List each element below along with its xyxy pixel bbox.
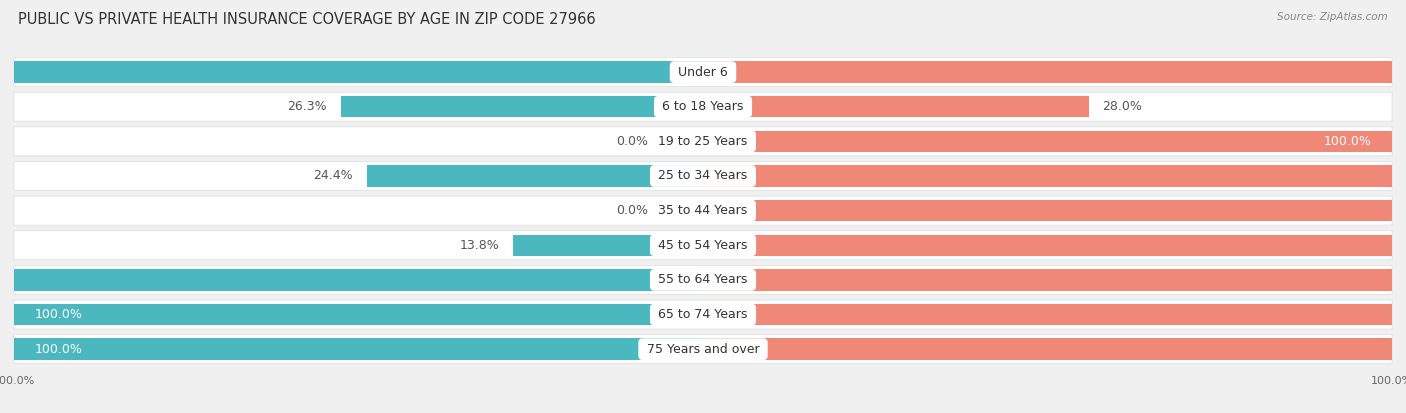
FancyBboxPatch shape	[703, 269, 1406, 291]
Text: 35 to 44 Years: 35 to 44 Years	[654, 204, 752, 217]
FancyBboxPatch shape	[662, 200, 703, 221]
Text: 0.0%: 0.0%	[616, 204, 648, 217]
Text: 24.4%: 24.4%	[314, 169, 353, 183]
Text: 26.3%: 26.3%	[287, 100, 326, 113]
Text: 55 to 64 Years: 55 to 64 Years	[654, 273, 752, 286]
FancyBboxPatch shape	[703, 235, 1406, 256]
FancyBboxPatch shape	[14, 335, 1392, 364]
Text: 75 Years and over: 75 Years and over	[643, 343, 763, 356]
Text: 28.0%: 28.0%	[1102, 100, 1143, 113]
FancyBboxPatch shape	[14, 92, 1392, 121]
FancyBboxPatch shape	[703, 96, 1088, 117]
FancyBboxPatch shape	[703, 131, 1406, 152]
FancyBboxPatch shape	[703, 200, 1406, 221]
Text: 0.0%: 0.0%	[616, 135, 648, 148]
Text: 6 to 18 Years: 6 to 18 Years	[658, 100, 748, 113]
FancyBboxPatch shape	[0, 304, 703, 325]
FancyBboxPatch shape	[340, 96, 703, 117]
Text: PUBLIC VS PRIVATE HEALTH INSURANCE COVERAGE BY AGE IN ZIP CODE 27966: PUBLIC VS PRIVATE HEALTH INSURANCE COVER…	[18, 12, 596, 27]
FancyBboxPatch shape	[14, 161, 1392, 190]
FancyBboxPatch shape	[703, 62, 1406, 83]
Text: 45 to 54 Years: 45 to 54 Years	[654, 239, 752, 252]
FancyBboxPatch shape	[703, 304, 1406, 325]
FancyBboxPatch shape	[14, 57, 1392, 87]
Text: 100.0%: 100.0%	[35, 343, 83, 356]
Text: 100.0%: 100.0%	[1323, 135, 1371, 148]
Text: 25 to 34 Years: 25 to 34 Years	[654, 169, 752, 183]
Text: 65 to 74 Years: 65 to 74 Years	[654, 308, 752, 321]
FancyBboxPatch shape	[0, 62, 703, 83]
FancyBboxPatch shape	[14, 231, 1392, 260]
FancyBboxPatch shape	[0, 338, 703, 360]
FancyBboxPatch shape	[14, 266, 1392, 294]
FancyBboxPatch shape	[14, 300, 1392, 329]
FancyBboxPatch shape	[367, 165, 703, 187]
FancyBboxPatch shape	[662, 131, 703, 152]
Text: Under 6: Under 6	[673, 66, 733, 78]
Text: Source: ZipAtlas.com: Source: ZipAtlas.com	[1277, 12, 1388, 22]
FancyBboxPatch shape	[14, 127, 1392, 156]
Text: 100.0%: 100.0%	[35, 308, 83, 321]
FancyBboxPatch shape	[703, 338, 1406, 360]
FancyBboxPatch shape	[703, 165, 1406, 187]
Text: 19 to 25 Years: 19 to 25 Years	[654, 135, 752, 148]
FancyBboxPatch shape	[14, 196, 1392, 225]
FancyBboxPatch shape	[0, 269, 703, 291]
Text: 13.8%: 13.8%	[460, 239, 499, 252]
FancyBboxPatch shape	[513, 235, 703, 256]
